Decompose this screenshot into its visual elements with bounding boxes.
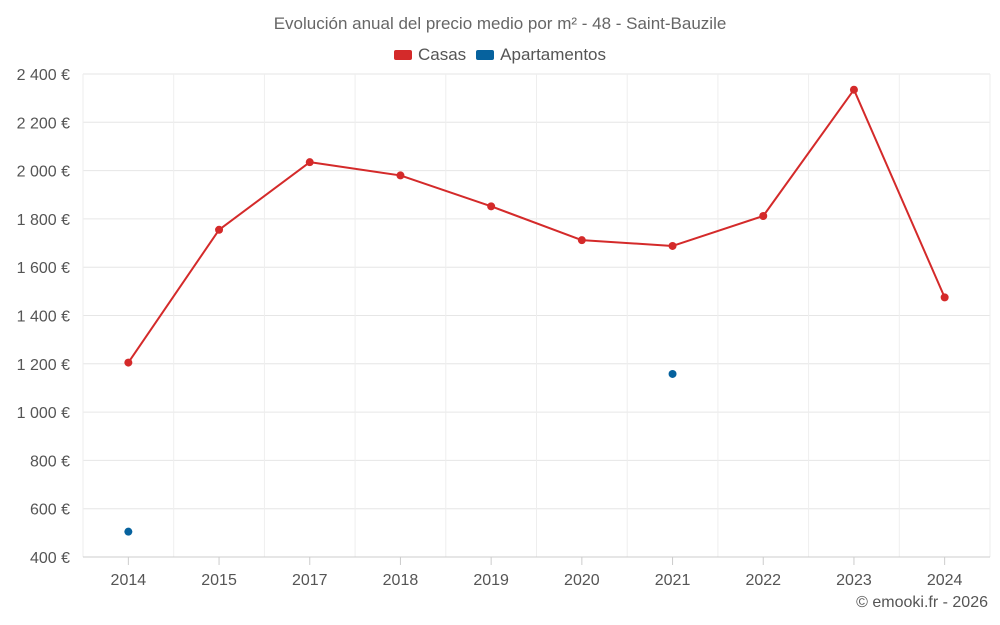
x-tick-label: 2014	[111, 572, 147, 589]
y-tick-label: 2 400 €	[17, 67, 70, 84]
y-tick-label: 800 €	[30, 453, 70, 470]
legend-swatch-apartamentos	[476, 50, 495, 60]
y-tick-label: 2 000 €	[17, 164, 70, 181]
x-tick-label: 2015	[201, 572, 237, 589]
chart-title: Evolución anual del precio medio por m² …	[273, 14, 727, 33]
data-point-casas-2017	[305, 158, 314, 167]
y-tick-label: 1 600 €	[17, 260, 70, 277]
data-point-casas-2019	[487, 202, 496, 211]
x-tick-label: 2021	[655, 572, 691, 589]
x-tick-label: 2018	[383, 572, 419, 589]
data-point-casas-2024	[940, 293, 949, 302]
data-point-casas-2021	[668, 241, 677, 250]
y-tick-label: 1 400 €	[17, 309, 70, 326]
data-point-casas-2022	[759, 212, 768, 221]
y-tick-label: 1 800 €	[17, 212, 70, 229]
y-tick-label: 2 200 €	[17, 115, 70, 132]
credit-text: © emooki.fr - 2026	[856, 594, 988, 611]
y-tick-label: 1 000 €	[17, 405, 70, 422]
data-point-casas-2023	[849, 85, 858, 94]
y-tick-label: 400 €	[30, 550, 70, 567]
x-tick-label: 2024	[927, 572, 963, 589]
data-point-casas-2015	[215, 225, 224, 234]
x-tick-label: 2020	[564, 572, 600, 589]
legend-item-apartamentos[interactable]: Apartamentos	[476, 45, 606, 65]
y-tick-label: 600 €	[30, 502, 70, 519]
legend-label-casas: Casas	[417, 45, 467, 64]
data-point-casas-2018	[396, 171, 405, 180]
series-line-casas	[127, 88, 946, 364]
legend-item-casas[interactable]: Casas	[393, 45, 467, 65]
legend-swatch-casas	[393, 50, 412, 60]
y-tick-label: 1 200 €	[17, 357, 70, 374]
x-tick-label: 2023	[836, 572, 872, 589]
legend: Casas Apartamentos	[0, 45, 1000, 65]
x-tick-label: 2022	[745, 572, 781, 589]
data-point-casas-2020	[577, 236, 586, 245]
x-tick-label: 2017	[292, 572, 328, 589]
legend-label-apartamentos: Apartamentos	[500, 45, 607, 64]
data-point-apartamentos-2021	[668, 369, 677, 378]
data-point-casas-2014	[124, 358, 133, 367]
x-tick-label: 2019	[473, 572, 509, 589]
data-point-apartamentos-2014	[124, 527, 133, 536]
